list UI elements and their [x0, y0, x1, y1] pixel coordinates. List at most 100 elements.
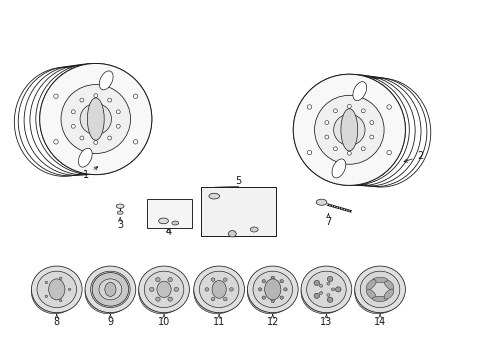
Ellipse shape: [319, 284, 322, 287]
Ellipse shape: [366, 280, 375, 290]
Ellipse shape: [346, 104, 350, 108]
Ellipse shape: [313, 293, 319, 298]
Ellipse shape: [372, 277, 387, 283]
Ellipse shape: [85, 266, 136, 313]
Ellipse shape: [171, 221, 178, 225]
Ellipse shape: [366, 289, 375, 299]
Ellipse shape: [71, 124, 75, 128]
Ellipse shape: [116, 124, 120, 128]
Ellipse shape: [369, 121, 373, 125]
Ellipse shape: [211, 278, 214, 282]
Ellipse shape: [167, 278, 172, 282]
Ellipse shape: [211, 297, 214, 301]
Ellipse shape: [306, 105, 311, 109]
Bar: [200, 187, 276, 235]
Ellipse shape: [270, 300, 274, 303]
Ellipse shape: [386, 105, 390, 109]
Ellipse shape: [324, 121, 328, 125]
Ellipse shape: [270, 276, 274, 279]
Ellipse shape: [250, 227, 258, 232]
Ellipse shape: [78, 148, 92, 167]
Ellipse shape: [326, 282, 329, 285]
Ellipse shape: [319, 292, 322, 294]
Ellipse shape: [155, 278, 160, 282]
Ellipse shape: [280, 296, 283, 299]
Ellipse shape: [92, 273, 128, 306]
Ellipse shape: [104, 282, 116, 296]
Ellipse shape: [252, 271, 292, 307]
Ellipse shape: [139, 271, 185, 314]
Ellipse shape: [340, 109, 357, 151]
Ellipse shape: [354, 266, 405, 313]
Ellipse shape: [149, 287, 154, 292]
Ellipse shape: [155, 297, 160, 301]
Text: 11: 11: [213, 314, 225, 327]
Ellipse shape: [335, 287, 340, 292]
Ellipse shape: [204, 288, 208, 291]
Ellipse shape: [158, 218, 168, 224]
Ellipse shape: [264, 279, 280, 300]
Ellipse shape: [331, 288, 334, 291]
Ellipse shape: [223, 278, 227, 282]
Ellipse shape: [258, 288, 262, 291]
Ellipse shape: [71, 110, 75, 114]
Ellipse shape: [40, 63, 152, 175]
Text: 14: 14: [373, 314, 386, 327]
Text: 6: 6: [225, 226, 231, 236]
Ellipse shape: [383, 280, 393, 290]
Ellipse shape: [157, 281, 171, 297]
Ellipse shape: [354, 271, 401, 314]
Ellipse shape: [316, 199, 326, 205]
Ellipse shape: [31, 266, 82, 313]
Ellipse shape: [31, 271, 78, 314]
Ellipse shape: [212, 280, 226, 298]
Ellipse shape: [61, 85, 130, 153]
Ellipse shape: [80, 98, 83, 102]
Ellipse shape: [208, 193, 219, 199]
Ellipse shape: [313, 280, 319, 285]
Ellipse shape: [139, 266, 189, 313]
Ellipse shape: [49, 279, 65, 300]
Ellipse shape: [45, 295, 47, 297]
Ellipse shape: [301, 271, 347, 314]
Bar: [147, 199, 191, 228]
Ellipse shape: [361, 109, 365, 113]
Ellipse shape: [193, 266, 244, 313]
Ellipse shape: [144, 271, 183, 307]
Ellipse shape: [262, 296, 265, 299]
Ellipse shape: [117, 211, 123, 214]
Ellipse shape: [326, 294, 329, 297]
Ellipse shape: [283, 288, 286, 291]
Ellipse shape: [116, 110, 120, 114]
Ellipse shape: [37, 271, 77, 307]
Ellipse shape: [94, 140, 98, 144]
Ellipse shape: [107, 98, 111, 102]
Text: 5: 5: [235, 176, 241, 186]
Ellipse shape: [228, 230, 236, 237]
Ellipse shape: [383, 289, 393, 299]
Ellipse shape: [85, 271, 132, 314]
Ellipse shape: [94, 94, 98, 98]
Ellipse shape: [133, 140, 138, 144]
Ellipse shape: [352, 82, 366, 100]
Ellipse shape: [293, 74, 405, 185]
Ellipse shape: [247, 271, 294, 314]
Ellipse shape: [167, 297, 172, 301]
Text: 13: 13: [320, 314, 332, 327]
Ellipse shape: [174, 287, 178, 292]
Ellipse shape: [306, 271, 346, 307]
Ellipse shape: [107, 136, 111, 140]
Ellipse shape: [199, 271, 239, 307]
Ellipse shape: [116, 204, 124, 208]
Ellipse shape: [54, 140, 58, 144]
Ellipse shape: [80, 136, 83, 140]
Ellipse shape: [80, 103, 111, 135]
Ellipse shape: [326, 276, 332, 282]
Text: 4: 4: [165, 226, 171, 237]
Ellipse shape: [54, 94, 58, 99]
Ellipse shape: [360, 271, 399, 307]
Ellipse shape: [99, 71, 113, 90]
Ellipse shape: [331, 159, 345, 178]
Text: 8: 8: [54, 314, 60, 327]
Ellipse shape: [193, 271, 240, 314]
